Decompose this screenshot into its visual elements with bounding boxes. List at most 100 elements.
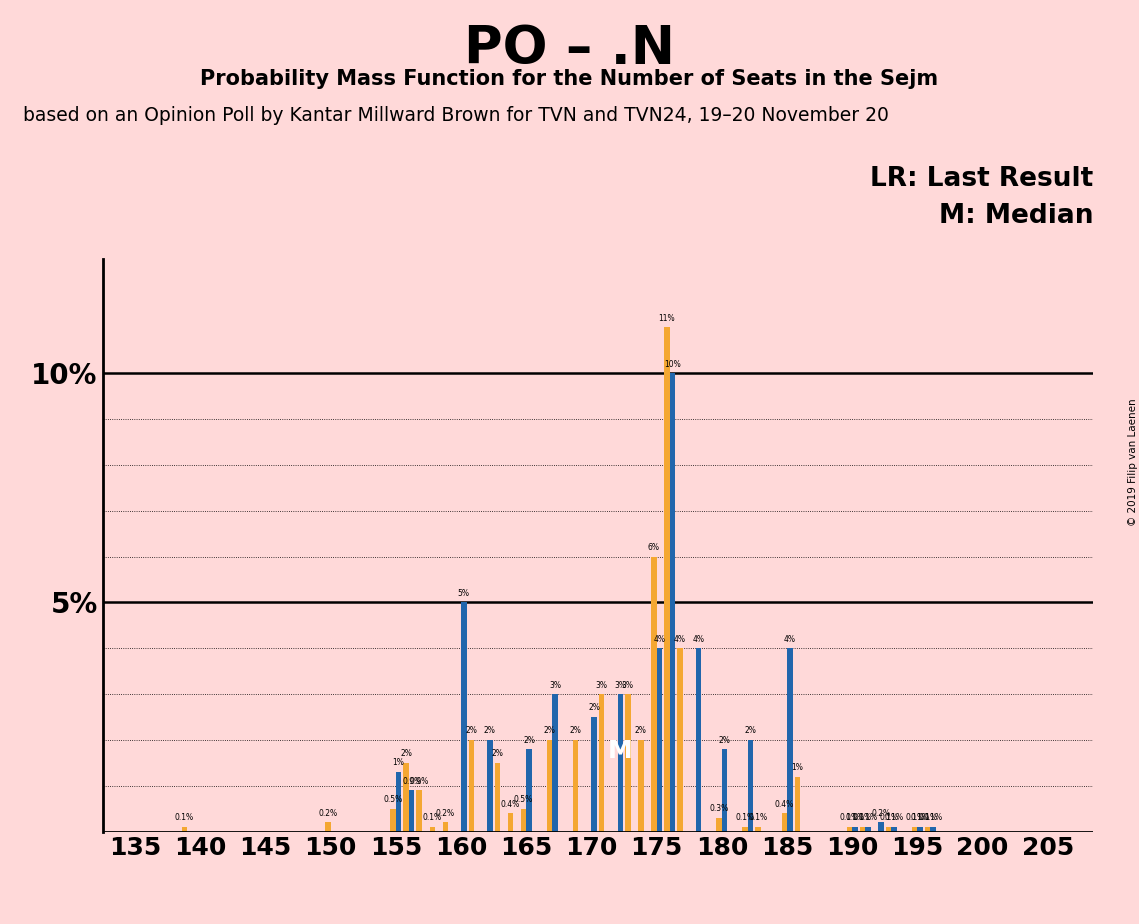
Text: 0.9%: 0.9% (402, 777, 421, 785)
Text: 4%: 4% (654, 635, 665, 644)
Text: 2%: 2% (719, 736, 730, 745)
Text: 0.1%: 0.1% (748, 813, 768, 822)
Bar (748, 740, 753, 832)
Text: 0.1%: 0.1% (910, 813, 929, 822)
Text: 0.9%: 0.9% (410, 777, 429, 785)
Bar (461, 602, 467, 832)
Bar (696, 649, 702, 832)
Text: 0.1%: 0.1% (736, 813, 755, 822)
Text: 5%: 5% (458, 589, 469, 598)
Bar (925, 827, 931, 832)
Bar (743, 827, 748, 832)
Bar (391, 808, 396, 832)
Text: 2%: 2% (634, 726, 647, 736)
Text: 1%: 1% (393, 759, 404, 768)
Text: 0.5%: 0.5% (514, 795, 533, 804)
Text: 4%: 4% (784, 635, 796, 644)
Bar (866, 827, 870, 832)
Bar (716, 818, 722, 832)
Bar (781, 813, 787, 832)
Bar (552, 694, 558, 832)
Text: 0.1%: 0.1% (918, 813, 937, 822)
Bar (878, 822, 884, 832)
Bar (652, 556, 657, 832)
Text: 2%: 2% (400, 749, 412, 759)
Bar (755, 827, 761, 832)
Bar (468, 740, 474, 832)
Text: 0.1%: 0.1% (906, 813, 924, 822)
Bar (443, 822, 448, 832)
Bar (526, 749, 532, 832)
Bar (547, 740, 552, 832)
Text: 3%: 3% (614, 680, 626, 689)
Bar (787, 649, 793, 832)
Text: M: Median: M: Median (939, 203, 1093, 229)
Text: 0.1%: 0.1% (859, 813, 877, 822)
Text: based on an Opinion Poll by Kantar Millward Brown for TVN and TVN24, 19–20 Novem: based on an Opinion Poll by Kantar Millw… (23, 106, 888, 126)
Text: 2%: 2% (484, 726, 495, 736)
Bar (917, 827, 923, 832)
Bar (795, 776, 800, 832)
Text: LR: Last Result: LR: Last Result (870, 166, 1093, 192)
Text: 2%: 2% (745, 726, 756, 736)
Bar (638, 740, 644, 832)
Text: 0.4%: 0.4% (501, 799, 521, 808)
Bar (599, 694, 605, 832)
Bar (617, 694, 623, 832)
Text: 2%: 2% (570, 726, 582, 736)
Bar (678, 649, 682, 832)
Bar (417, 790, 421, 832)
Bar (396, 772, 401, 832)
Bar (591, 717, 597, 832)
Text: 2%: 2% (466, 726, 477, 736)
Bar (852, 827, 858, 832)
Bar (403, 763, 409, 832)
Bar (625, 694, 631, 832)
Text: PO – .N: PO – .N (464, 23, 675, 75)
Text: 0.1%: 0.1% (853, 813, 872, 822)
Text: 2%: 2% (523, 736, 535, 745)
Text: Probability Mass Function for the Number of Seats in the Sejm: Probability Mass Function for the Number… (200, 69, 939, 90)
Text: 6%: 6% (648, 543, 659, 552)
Text: 0.1%: 0.1% (839, 813, 859, 822)
Text: 4%: 4% (674, 635, 686, 644)
Bar (409, 790, 415, 832)
Bar (326, 822, 330, 832)
Bar (664, 327, 670, 832)
Bar (931, 827, 936, 832)
Bar (670, 373, 675, 832)
Bar (846, 827, 852, 832)
Bar (429, 827, 435, 832)
Text: M: M (608, 739, 632, 763)
Bar (494, 763, 500, 832)
Text: 0.5%: 0.5% (384, 795, 403, 804)
Bar (487, 740, 493, 832)
Text: 0.2%: 0.2% (436, 808, 454, 818)
Text: 0.1%: 0.1% (845, 813, 865, 822)
Text: 0.2%: 0.2% (319, 808, 337, 818)
Text: 0.1%: 0.1% (879, 813, 899, 822)
Text: 10%: 10% (664, 359, 681, 369)
Text: 3%: 3% (622, 680, 633, 689)
Text: 0.1%: 0.1% (885, 813, 903, 822)
Bar (573, 740, 579, 832)
Text: 3%: 3% (549, 680, 562, 689)
Bar (886, 827, 892, 832)
Bar (521, 808, 526, 832)
Text: 2%: 2% (543, 726, 556, 736)
Text: 11%: 11% (658, 314, 675, 322)
Bar (860, 827, 866, 832)
Text: 0.4%: 0.4% (775, 799, 794, 808)
Text: 0.1%: 0.1% (924, 813, 943, 822)
Bar (722, 749, 728, 832)
Text: 0.3%: 0.3% (710, 804, 729, 813)
Text: 1%: 1% (792, 763, 803, 772)
Bar (912, 827, 917, 832)
Text: 4%: 4% (693, 635, 705, 644)
Text: 2%: 2% (588, 703, 600, 712)
Bar (892, 827, 896, 832)
Text: 2%: 2% (492, 749, 503, 759)
Text: © 2019 Filip van Laenen: © 2019 Filip van Laenen (1128, 398, 1138, 526)
Bar (508, 813, 514, 832)
Bar (182, 827, 187, 832)
